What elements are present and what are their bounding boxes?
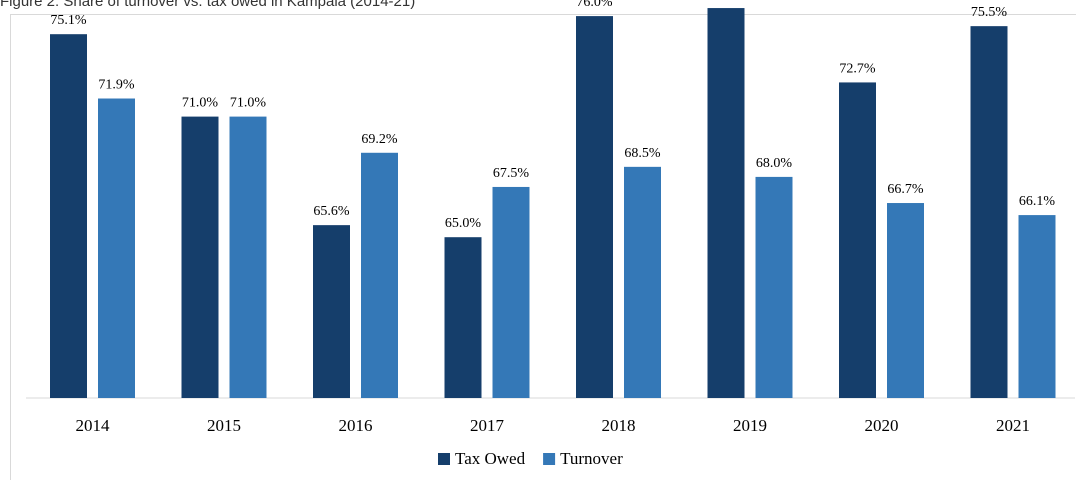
data-label-turnover-2018: 68.5% [624, 146, 661, 161]
data-label-tax-owed-2021: 75.5% [971, 5, 1008, 20]
data-label-turnover-2015: 71.0% [230, 96, 267, 111]
x-tick-label-2015: 2015 [207, 416, 241, 435]
data-label-tax-owed-2017: 65.0% [445, 216, 482, 231]
chart-frame [10, 14, 1076, 480]
x-tick-label-2016: 2016 [339, 416, 373, 435]
legend-label-tax-owed: Tax Owed [455, 449, 526, 468]
bar-turnover-2015 [229, 116, 267, 398]
bar-turnover-2017 [492, 186, 530, 398]
bar-tax-owed-2014 [50, 34, 87, 398]
bar-tax-owed-2019 [707, 8, 745, 399]
x-tick-label-2014: 2014 [76, 416, 111, 435]
legend-swatch-turnover [543, 453, 556, 465]
data-label-tax-owed-2019: 76.4% [708, 0, 745, 2]
bar-tax-owed-2015 [181, 116, 219, 398]
bar-turnover-2021 [1018, 215, 1056, 398]
bar-tax-owed-2020 [839, 82, 876, 399]
data-label-turnover-2020: 66.7% [887, 182, 924, 197]
data-label-turnover-2019: 68.0% [756, 156, 793, 171]
bar-tax-owed-2016 [313, 225, 350, 398]
x-tick-label-2019: 2019 [733, 416, 767, 435]
data-label-tax-owed-2018: 76.0% [576, 0, 613, 10]
bar-turnover-2014 [98, 98, 135, 398]
data-label-tax-owed-2014: 75.1% [50, 13, 87, 28]
data-label-turnover-2016: 69.2% [361, 132, 398, 147]
data-label-turnover-2021: 66.1% [1019, 194, 1056, 209]
bar-tax-owed-2018 [576, 16, 613, 398]
data-label-tax-owed-2015: 71.0% [182, 96, 219, 111]
chart-title: Figure 2: Share of turnover vs. tax owed… [0, 0, 416, 10]
x-tick-label-2018: 2018 [602, 416, 636, 435]
x-tick-label-2017: 2017 [470, 416, 505, 435]
x-tick-label-2021: 2021 [996, 416, 1030, 435]
bar-tax-owed-2021 [970, 26, 1008, 399]
bar-turnover-2016 [361, 152, 398, 398]
legend-swatch-tax-owed [438, 453, 450, 465]
bar-turnover-2020 [887, 203, 924, 398]
data-label-tax-owed-2020: 72.7% [839, 61, 876, 76]
bar-turnover-2018 [624, 166, 661, 398]
data-label-turnover-2017: 67.5% [493, 166, 530, 181]
legend-label-turnover: Turnover [560, 449, 623, 468]
data-label-turnover-2014: 71.9% [98, 78, 135, 93]
bar-turnover-2019 [755, 176, 793, 398]
bar-tax-owed-2017 [444, 237, 482, 398]
x-tick-label-2020: 2020 [865, 416, 899, 435]
data-label-tax-owed-2016: 65.6% [313, 204, 350, 219]
